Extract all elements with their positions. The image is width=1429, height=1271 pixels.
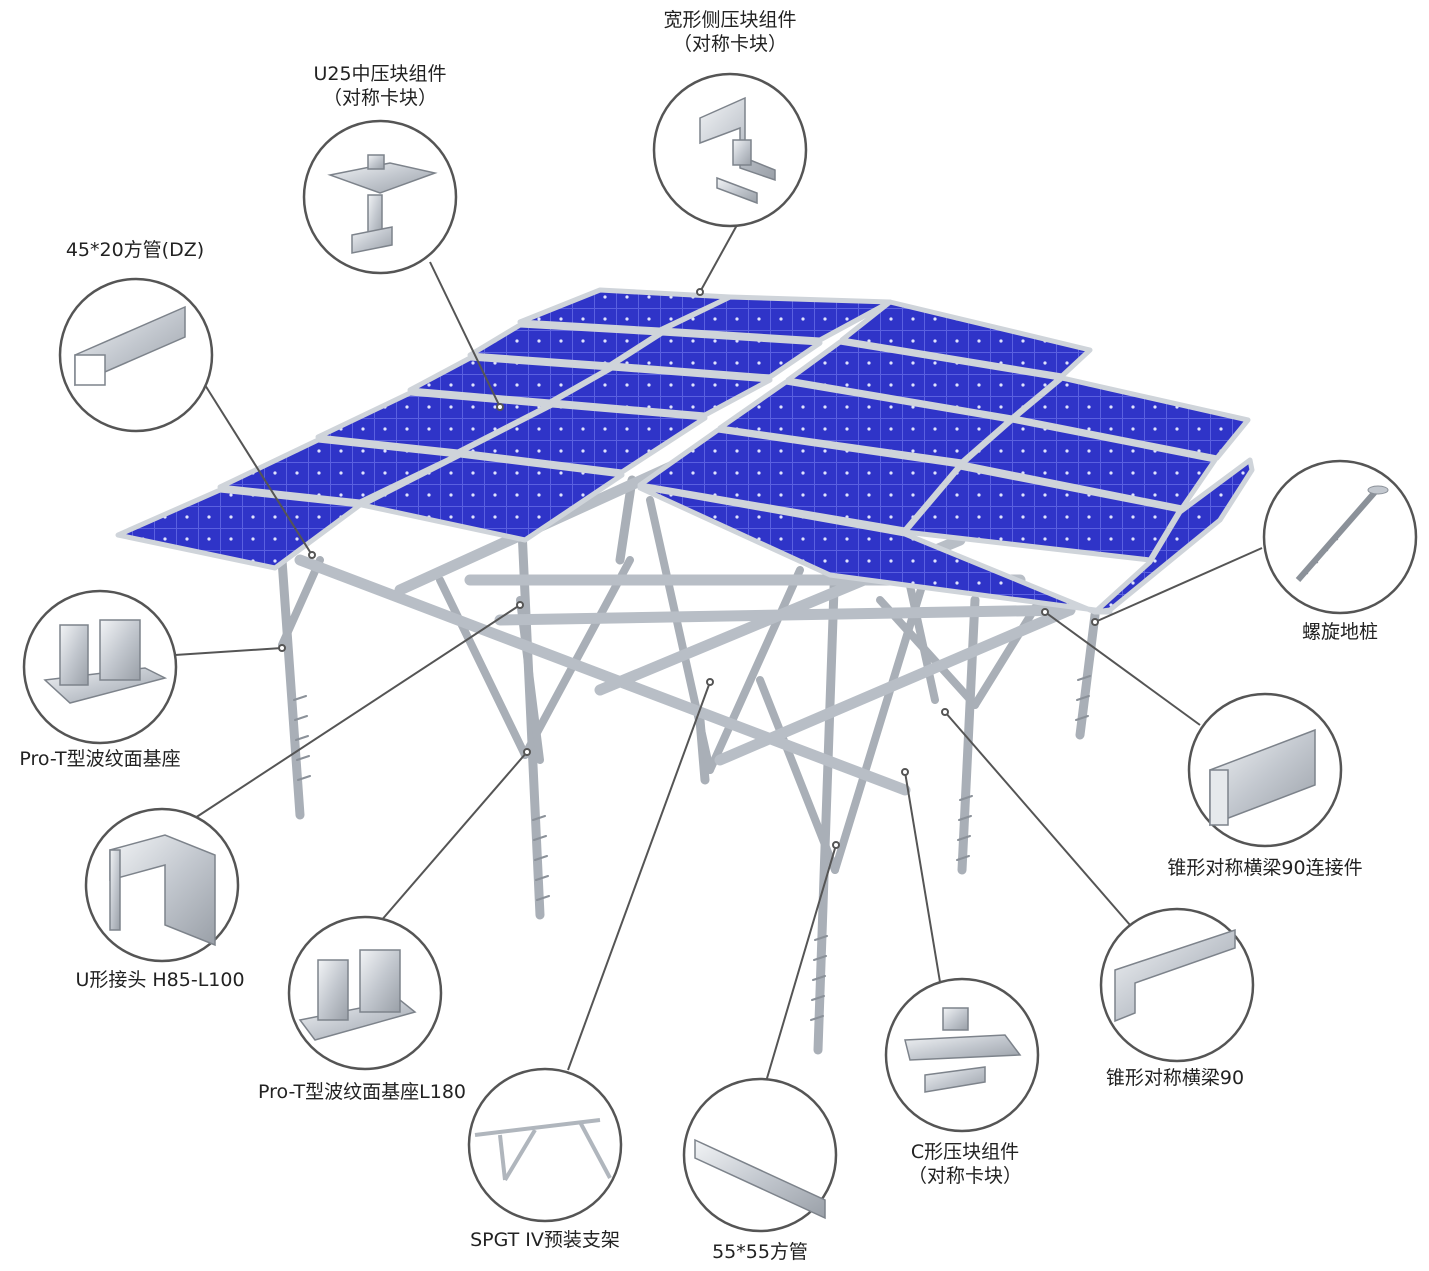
beam-icon [1114, 928, 1236, 1023]
callout-lines [174, 224, 1263, 1086]
label-c-clamp: C形压块组件 （对称卡块） [907, 1141, 1022, 1187]
label-ground-screw: 螺旋地桩 [1301, 621, 1378, 643]
clamp-icon [327, 154, 438, 254]
clamp-icon [904, 1007, 1022, 1093]
pv-panel-array [115, 287, 1255, 615]
clamp-icon [699, 96, 776, 205]
label-tapered-beam: 锥形对称横梁90 [1105, 1067, 1245, 1089]
tube-icon [74, 305, 186, 387]
label-beam-connector: 锥形对称横梁90连接件 [1167, 857, 1363, 879]
label-pro-t-base: Pro-T型波纹面基座 [19, 748, 181, 770]
detail-circles [22, 72, 1418, 1233]
screw-pile-icon [1295, 485, 1389, 582]
tube-icon [694, 1138, 826, 1220]
label-u25-mid-clamp: U25中压块组件 （对称卡块） [313, 63, 447, 109]
label-wide-side-clamp: 宽形侧压块组件 （对称卡块） [663, 9, 797, 55]
steel-structure [277, 384, 1100, 1055]
base-icon [298, 949, 417, 1041]
u-joint-icon [109, 834, 216, 947]
base-icon [43, 619, 168, 704]
label-square-tube-55x55: 55*55方管 [712, 1241, 808, 1263]
label-spgt-bracket: SPGT IV预装支架 [470, 1229, 620, 1251]
label-u-joint: U形接头 H85-L100 [75, 969, 245, 991]
connector-icon [1209, 728, 1316, 827]
bracket-icon [474, 1118, 612, 1182]
callout-dots [278, 288, 1099, 849]
label-square-tube-45x20: 45*20方管(DZ) [65, 239, 205, 261]
label-pro-t-base-l180: Pro-T型波纹面基座L180 [257, 1081, 467, 1103]
